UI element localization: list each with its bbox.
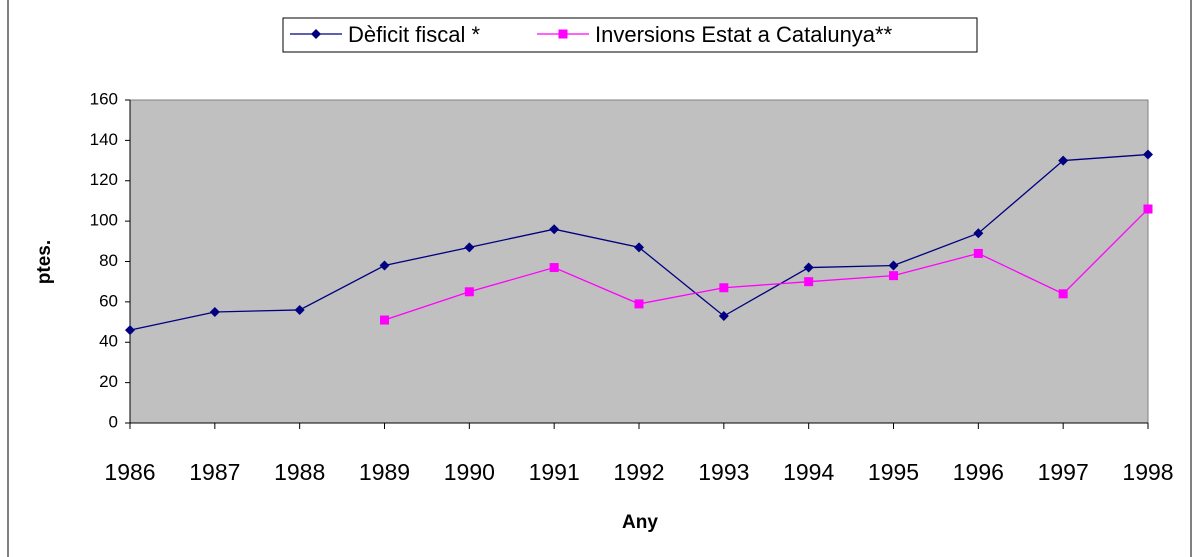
y-tick-label: 0 <box>109 412 118 431</box>
data-point <box>464 287 474 297</box>
data-point <box>380 315 389 325</box>
data-point <box>1058 289 1068 299</box>
data-point <box>294 304 305 315</box>
data-point <box>973 248 983 258</box>
series-line <box>384 208 1149 321</box>
x-tick-label: 1994 <box>783 459 834 485</box>
data-point <box>549 224 560 235</box>
plot-area <box>129 99 1149 424</box>
data-point <box>804 277 814 287</box>
x-tick-label: 1986 <box>104 459 155 485</box>
x-tick-label: 1992 <box>613 459 664 485</box>
y-tick-label: 100 <box>90 211 118 230</box>
data-point <box>549 263 559 273</box>
data-point <box>719 283 729 293</box>
x-tick-label: 1991 <box>529 459 580 485</box>
data-point <box>634 299 644 309</box>
data-point <box>803 262 814 273</box>
data-point <box>718 311 729 322</box>
data-point <box>889 271 898 281</box>
legend-marker <box>311 29 321 39</box>
x-axis-title: Any <box>622 512 658 533</box>
y-tick-label: 20 <box>99 372 118 391</box>
data-point <box>209 306 220 317</box>
x-tick-label: 1997 <box>1038 459 1089 485</box>
data-point <box>464 242 475 253</box>
x-tick-label: 1998 <box>1122 459 1173 485</box>
x-tick-label: 1996 <box>953 459 1004 485</box>
legend-marker <box>558 29 568 39</box>
y-tick-label: 80 <box>99 251 118 270</box>
data-point <box>634 242 644 253</box>
data-point <box>1058 155 1069 166</box>
x-tick-label: 1993 <box>698 459 749 485</box>
x-tick-label: 1988 <box>274 459 325 485</box>
x-tick-label: 1987 <box>189 459 240 485</box>
data-point <box>1143 204 1153 214</box>
data-point <box>379 260 390 271</box>
x-tick-label: 1995 <box>868 459 919 485</box>
data-point <box>125 325 135 336</box>
y-axis-title: ptes. <box>34 240 55 284</box>
legend-label: Inversions Estat a Catalunya** <box>595 22 893 47</box>
data-point <box>1143 149 1153 160</box>
x-tick-label: 1990 <box>444 459 495 485</box>
data-point <box>888 260 899 271</box>
y-tick-label: 160 <box>90 89 118 108</box>
legend-label: Dèficit fiscal * <box>348 22 480 47</box>
y-tick-label: 140 <box>90 130 118 149</box>
y-tick-label: 40 <box>99 332 118 351</box>
y-tick-label: 120 <box>90 170 118 189</box>
data-point <box>973 228 984 239</box>
x-tick-label: 1989 <box>359 459 410 485</box>
y-tick-label: 60 <box>99 291 118 310</box>
legend-box <box>282 17 978 53</box>
